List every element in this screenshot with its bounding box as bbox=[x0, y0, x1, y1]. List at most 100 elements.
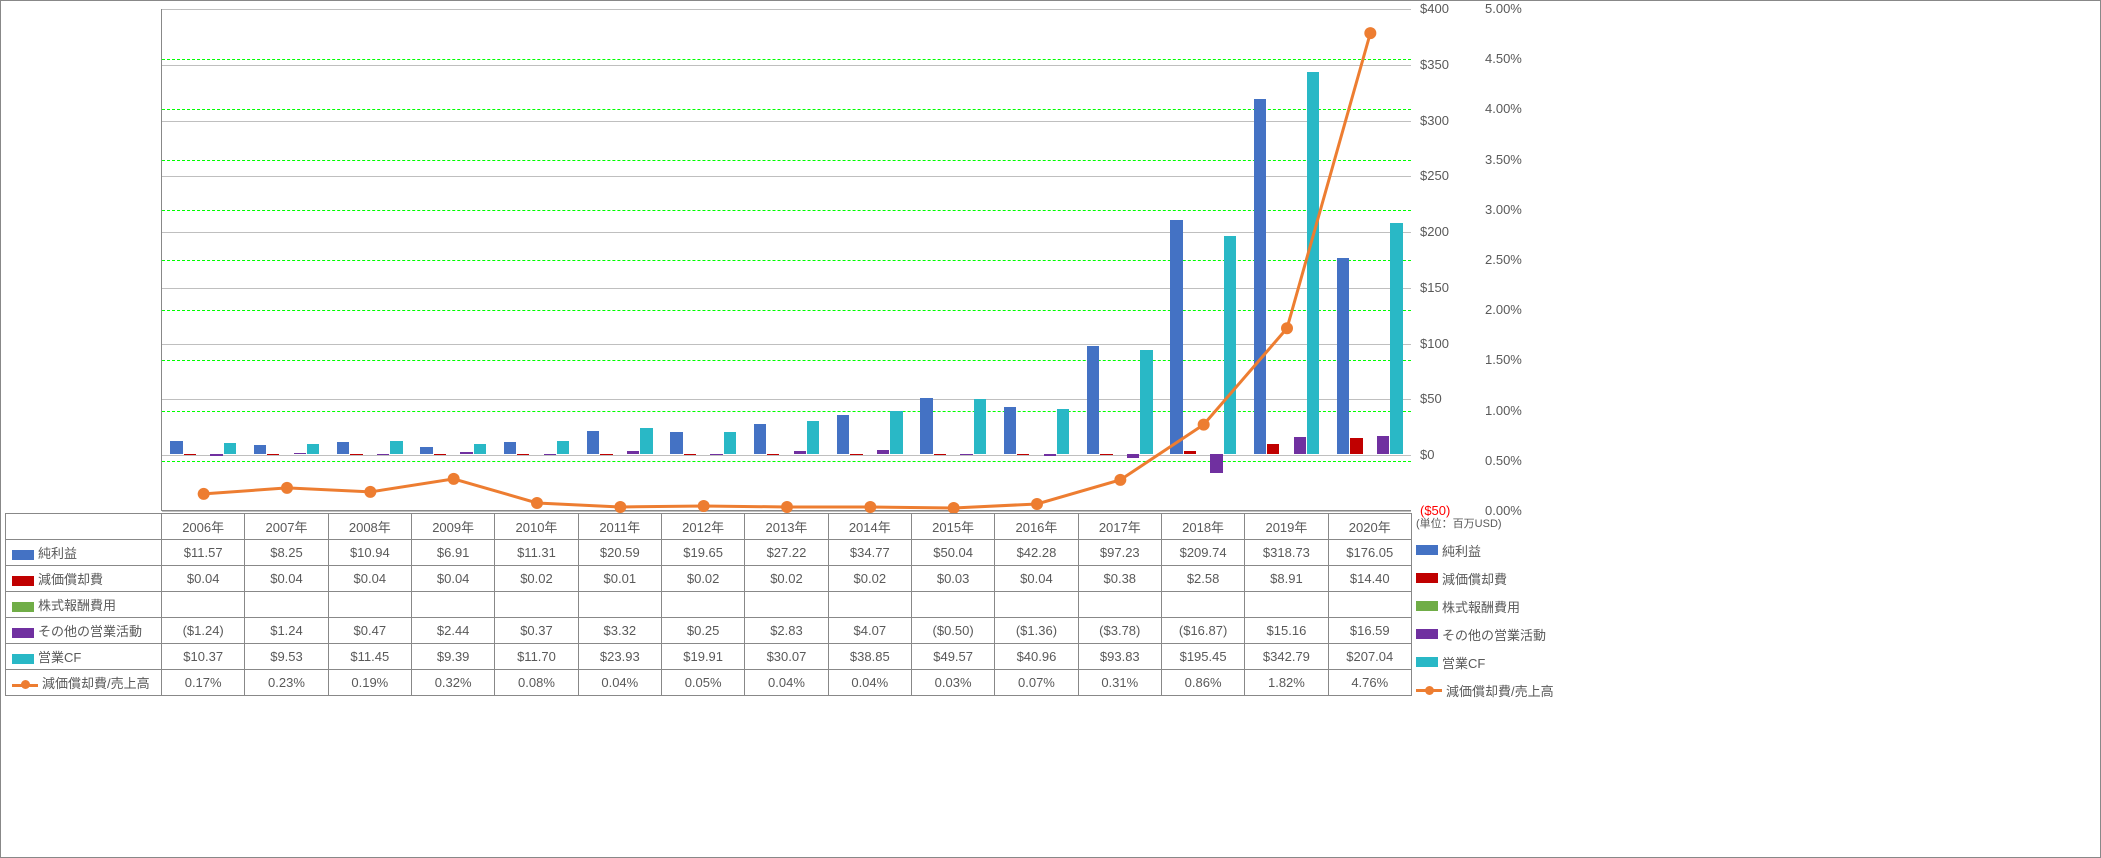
bar-depreciation bbox=[600, 454, 612, 455]
table-cell: 0.19% bbox=[328, 670, 411, 696]
y1-tick-label: $250 bbox=[1420, 168, 1449, 183]
table-row-header-operating_cf: 営業CF bbox=[6, 644, 162, 670]
bar-depreciation bbox=[184, 454, 196, 455]
table-col-header: 2018年 bbox=[1161, 514, 1244, 540]
table-cell: $0.04 bbox=[328, 566, 411, 592]
table-cell: $6.91 bbox=[411, 540, 494, 566]
bar-operating_cf bbox=[890, 411, 902, 454]
y1-tick-label: $150 bbox=[1420, 280, 1449, 295]
bar-operating_cf bbox=[1224, 236, 1236, 454]
bar-depreciation bbox=[517, 454, 529, 455]
table-cell: $0.02 bbox=[828, 566, 911, 592]
bar-net_income bbox=[920, 398, 932, 454]
bar-operating_cf bbox=[557, 441, 569, 454]
table-cell: $0.04 bbox=[162, 566, 245, 592]
y1-tick-label: $300 bbox=[1420, 113, 1449, 128]
bar-other_ops bbox=[1377, 436, 1389, 455]
bar-net_income bbox=[1087, 346, 1099, 454]
table-cell: ($16.87) bbox=[1161, 618, 1244, 644]
table-cell bbox=[745, 592, 828, 618]
legend-swatch-bar bbox=[1416, 601, 1438, 611]
bar-depreciation bbox=[1017, 454, 1029, 455]
table-cell: 0.03% bbox=[911, 670, 994, 696]
y1-tick-label: $50 bbox=[1420, 391, 1442, 406]
table-col-header: 2013年 bbox=[745, 514, 828, 540]
legend-swatch-bar bbox=[12, 654, 34, 664]
table-cell: ($1.24) bbox=[162, 618, 245, 644]
y1-tick-label: $100 bbox=[1420, 336, 1449, 351]
table-cell: 0.05% bbox=[661, 670, 744, 696]
table-cell: 0.32% bbox=[411, 670, 494, 696]
legend-swatch-bar bbox=[12, 602, 34, 612]
table-cell: $9.39 bbox=[411, 644, 494, 670]
table-cell: $20.59 bbox=[578, 540, 661, 566]
series-name-label: 純利益 bbox=[38, 546, 77, 561]
marker-dep_ratio bbox=[1198, 419, 1210, 431]
table-cell bbox=[911, 592, 994, 618]
bar-depreciation bbox=[684, 454, 696, 455]
table-col-header: 2019年 bbox=[1245, 514, 1328, 540]
y2-tick-label: 1.00% bbox=[1485, 403, 1522, 418]
bar-other_ops bbox=[544, 454, 556, 455]
gridline-y1 bbox=[162, 176, 1411, 177]
legend-label: 株式報酬費用 bbox=[1442, 597, 1520, 616]
series-name-label: その他の営業活動 bbox=[38, 624, 142, 639]
gridline-y2 bbox=[162, 59, 1411, 60]
legend-label: 純利益 bbox=[1442, 541, 1481, 560]
marker-dep_ratio bbox=[198, 488, 210, 500]
legend-label: 減価償却費 bbox=[1442, 569, 1507, 588]
table-cell: $1.24 bbox=[245, 618, 328, 644]
bar-other_ops bbox=[1127, 454, 1139, 458]
table-cell: 0.04% bbox=[828, 670, 911, 696]
table-cell bbox=[1328, 592, 1411, 618]
bar-net_income bbox=[754, 424, 766, 454]
legend-swatch-bar bbox=[1416, 629, 1438, 639]
bar-operating_cf bbox=[390, 441, 402, 454]
gridline-y1 bbox=[162, 9, 1411, 10]
table-cell: $8.91 bbox=[1245, 566, 1328, 592]
bar-operating_cf bbox=[807, 421, 819, 455]
table-cell: $34.77 bbox=[828, 540, 911, 566]
bar-other_ops bbox=[877, 450, 889, 455]
gridline-y2 bbox=[162, 210, 1411, 211]
gridline-y1 bbox=[162, 232, 1411, 233]
bar-net_income bbox=[837, 415, 849, 454]
plot-area bbox=[161, 9, 1411, 511]
table-col-header: 2012年 bbox=[661, 514, 744, 540]
table-cell: $11.31 bbox=[495, 540, 578, 566]
table-cell: ($1.36) bbox=[995, 618, 1078, 644]
bar-net_income bbox=[1004, 407, 1016, 454]
table-col-header: 2008年 bbox=[328, 514, 411, 540]
gridline-y1 bbox=[162, 121, 1411, 122]
marker-dep_ratio bbox=[364, 486, 376, 498]
y1-tick-label: $350 bbox=[1420, 57, 1449, 72]
legend-item-dep_ratio: 減価償却費/売上高 bbox=[1416, 676, 1554, 704]
table-cell: $97.23 bbox=[1078, 540, 1161, 566]
bar-other_ops bbox=[794, 451, 806, 454]
table-col-header: 2006年 bbox=[162, 514, 245, 540]
table-cell: ($0.50) bbox=[911, 618, 994, 644]
bar-operating_cf bbox=[640, 428, 652, 455]
y1-tick-label: $400 bbox=[1420, 1, 1449, 16]
table-cell: 0.08% bbox=[495, 670, 578, 696]
legend-item-operating_cf: 営業CF bbox=[1416, 648, 1554, 676]
bar-net_income bbox=[1254, 99, 1266, 455]
table-col-header: 2016年 bbox=[995, 514, 1078, 540]
bar-operating_cf bbox=[974, 399, 986, 454]
bar-other_ops bbox=[460, 452, 472, 455]
bar-depreciation bbox=[850, 454, 862, 455]
table-cell: $0.04 bbox=[245, 566, 328, 592]
y2-tick-label: 1.50% bbox=[1485, 352, 1522, 367]
bar-operating_cf bbox=[1057, 409, 1069, 455]
bar-net_income bbox=[504, 442, 516, 455]
y2-tick-label: 0.50% bbox=[1485, 453, 1522, 468]
data-table: 2006年2007年2008年2009年2010年2011年2012年2013年… bbox=[5, 513, 1412, 696]
table-cell: $3.32 bbox=[578, 618, 661, 644]
table-cell: $15.16 bbox=[1245, 618, 1328, 644]
table-cell: $2.83 bbox=[745, 618, 828, 644]
legend-swatch-bar bbox=[12, 576, 34, 586]
bar-other_ops bbox=[294, 453, 306, 454]
table-cell: 0.07% bbox=[995, 670, 1078, 696]
series-name-label: 減価償却費 bbox=[38, 572, 103, 587]
table-cell: $0.38 bbox=[1078, 566, 1161, 592]
